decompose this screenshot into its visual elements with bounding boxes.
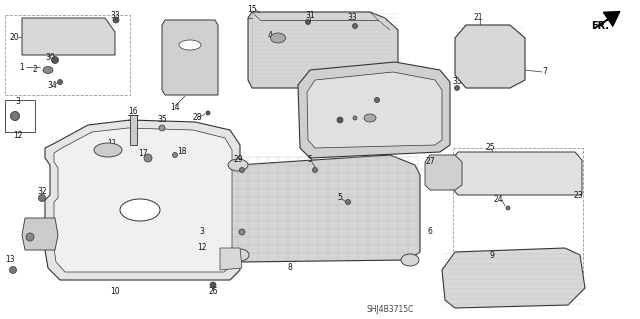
Bar [5, 15, 130, 95]
Ellipse shape [120, 199, 160, 221]
Text: 3: 3 [15, 98, 20, 107]
Polygon shape [22, 18, 115, 55]
Circle shape [51, 56, 58, 63]
Text: 23: 23 [573, 190, 583, 199]
Polygon shape [45, 120, 240, 280]
Text: 25: 25 [485, 144, 495, 152]
Text: 12: 12 [197, 243, 207, 253]
Text: SHJ4B3715C: SHJ4B3715C [366, 306, 413, 315]
Text: 18: 18 [177, 147, 187, 157]
Ellipse shape [43, 66, 53, 73]
Circle shape [58, 79, 63, 85]
Text: 28: 28 [192, 113, 202, 122]
Text: 11: 11 [108, 138, 116, 147]
Text: 8: 8 [287, 263, 292, 272]
Polygon shape [22, 218, 58, 250]
Text: 21: 21 [473, 13, 483, 23]
Text: 4: 4 [363, 110, 367, 120]
Polygon shape [442, 248, 585, 308]
Text: 20: 20 [9, 33, 19, 41]
Circle shape [26, 233, 34, 241]
Circle shape [10, 112, 19, 121]
Text: 33: 33 [372, 91, 382, 100]
Circle shape [346, 199, 351, 204]
Circle shape [374, 98, 380, 102]
Ellipse shape [271, 33, 285, 43]
Text: 14: 14 [170, 103, 180, 113]
Circle shape [312, 167, 317, 173]
Polygon shape [225, 155, 420, 262]
Ellipse shape [94, 143, 122, 157]
Text: 6: 6 [428, 227, 433, 236]
Circle shape [206, 111, 210, 115]
Circle shape [353, 24, 358, 28]
Text: 29: 29 [233, 155, 243, 165]
Text: 5: 5 [337, 192, 342, 202]
Bar [130, 115, 137, 145]
Polygon shape [452, 152, 582, 195]
Text: 16: 16 [128, 108, 138, 116]
Ellipse shape [228, 159, 248, 171]
Ellipse shape [401, 254, 419, 266]
Text: 15: 15 [247, 4, 257, 13]
Text: 33: 33 [452, 78, 462, 86]
Text: 17: 17 [138, 149, 148, 158]
Text: 27: 27 [425, 158, 435, 167]
Circle shape [173, 152, 177, 158]
Text: 10: 10 [110, 287, 120, 296]
Circle shape [353, 116, 357, 120]
Circle shape [144, 154, 152, 162]
Text: 26: 26 [325, 114, 335, 122]
Circle shape [113, 17, 119, 23]
Circle shape [210, 282, 216, 288]
FancyArrowPatch shape [594, 11, 620, 29]
Text: 12: 12 [13, 130, 23, 139]
Polygon shape [162, 20, 218, 95]
Polygon shape [307, 72, 442, 148]
Polygon shape [455, 25, 525, 88]
Bar [5, 100, 35, 132]
Ellipse shape [179, 40, 201, 50]
Text: FR.: FR. [591, 21, 609, 31]
Polygon shape [220, 248, 242, 270]
Circle shape [159, 125, 165, 131]
Text: 33: 33 [347, 13, 357, 23]
Circle shape [305, 19, 310, 25]
Text: 22: 22 [42, 227, 52, 236]
Text: 4: 4 [268, 31, 273, 40]
Circle shape [506, 206, 510, 210]
Polygon shape [248, 12, 398, 88]
Text: 24: 24 [493, 196, 503, 204]
Circle shape [239, 167, 244, 173]
Text: 36: 36 [347, 117, 357, 127]
Text: 7: 7 [543, 68, 547, 77]
Text: 9: 9 [490, 250, 495, 259]
Circle shape [38, 195, 45, 202]
Polygon shape [298, 62, 450, 158]
Text: 2: 2 [33, 65, 37, 75]
Circle shape [239, 229, 245, 235]
Circle shape [454, 85, 460, 91]
Text: 19: 19 [42, 239, 52, 248]
Text: 26: 26 [208, 287, 218, 296]
Bar [453, 148, 583, 273]
Text: 13: 13 [5, 256, 15, 264]
Text: 5: 5 [308, 155, 312, 165]
Text: 32: 32 [37, 188, 47, 197]
Text: 3: 3 [200, 227, 204, 236]
Ellipse shape [364, 114, 376, 122]
Ellipse shape [231, 249, 249, 261]
Text: 33: 33 [110, 11, 120, 19]
Text: 34: 34 [47, 80, 57, 90]
Text: 31: 31 [305, 11, 315, 19]
Circle shape [337, 117, 343, 123]
Circle shape [10, 266, 17, 273]
Text: 35: 35 [157, 115, 167, 124]
Polygon shape [425, 155, 462, 190]
Text: 1: 1 [20, 63, 24, 71]
Polygon shape [54, 128, 232, 272]
Text: 30: 30 [45, 53, 55, 62]
